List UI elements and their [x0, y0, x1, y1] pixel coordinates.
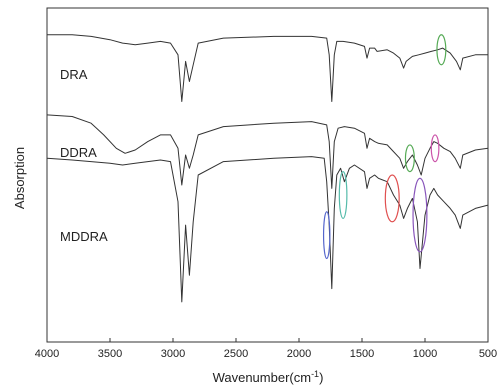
series-label-ddra: DDRA: [60, 145, 97, 160]
x-tick-label-4000: 4000: [35, 348, 59, 360]
x-axis-tick-labels: 4000 3500 3000 2500 2000 1500 1000 500: [35, 348, 497, 360]
x-axis-ticks: [46, 338, 489, 342]
annotation-ellipse-6: [322, 211, 331, 260]
x-axis-title-sup: -1: [311, 369, 319, 379]
annotation-ellipse-1: [404, 144, 415, 173]
x-tick-label-3000: 3000: [161, 348, 185, 360]
annotation-ellipse-3: [384, 174, 400, 223]
annotation-ellipse-0: [436, 34, 447, 66]
plot-area: [46, 7, 489, 343]
series-line-ddra: [46, 114, 489, 189]
x-tick-label-3500: 3500: [98, 348, 122, 360]
annotation-ellipse-2: [430, 134, 440, 163]
peak-annotations: [322, 34, 447, 260]
x-tick-label-1500: 1500: [350, 348, 374, 360]
x-tick-label-2000: 2000: [287, 348, 311, 360]
annotation-ellipse-5: [338, 171, 348, 220]
x-axis-title-main: Wavenumber(cm: [213, 370, 311, 385]
annotation-ellipse-4: [412, 177, 428, 253]
series-line-dra: [47, 34, 488, 102]
series-lines: [46, 34, 489, 303]
x-tick-label-1000: 1000: [413, 348, 437, 360]
x-tick-label-2500: 2500: [224, 348, 248, 360]
x-axis-title: Wavenumber(cm-1): [213, 369, 324, 385]
series-line-mddra: [46, 156, 489, 303]
x-axis-title-close: ): [319, 370, 323, 385]
x-tick-label-500: 500: [479, 348, 497, 360]
y-axis-title: Absorption: [12, 147, 27, 209]
series-label-dra: DRA: [60, 67, 88, 82]
series-label-mddra: MDDRA: [60, 229, 108, 244]
